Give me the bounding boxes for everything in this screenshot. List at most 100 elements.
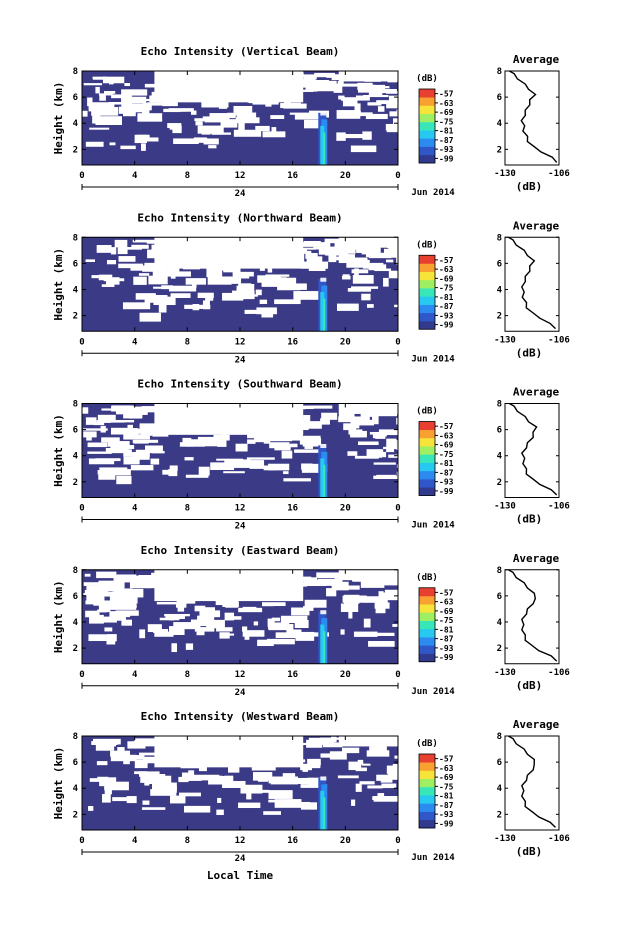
no-echo-block: [86, 593, 105, 602]
no-echo-block: [208, 145, 217, 149]
date-label: 24: [235, 355, 246, 365]
no-echo-block: [363, 618, 371, 628]
no-echo-block: [120, 575, 147, 582]
no-echo-block: [172, 123, 178, 132]
no-echo-block: [317, 578, 343, 586]
colorbar-tick-label: -57: [439, 755, 454, 764]
average-y-tick-label: 4: [497, 452, 503, 462]
no-echo-block: [324, 238, 341, 244]
no-echo-block: [101, 284, 115, 287]
no-echo-block: [268, 790, 293, 799]
x-tick-label: 0: [395, 836, 400, 846]
no-echo-block: [384, 589, 398, 595]
no-echo-block: [134, 738, 159, 747]
no-echo-block: [169, 626, 185, 635]
no-echo-block: [247, 439, 256, 444]
average-y-tick-label: 2: [497, 810, 502, 820]
no-echo-block: [365, 113, 388, 120]
no-echo-block: [106, 588, 133, 592]
no-echo-block: [83, 431, 97, 438]
colorbar-swatch: [419, 446, 435, 455]
no-echo-block: [142, 800, 150, 805]
no-echo-block: [169, 615, 175, 621]
no-echo-block: [145, 445, 163, 454]
colorbar-swatch: [419, 304, 435, 314]
no-echo-block: [253, 621, 259, 626]
no-echo-block: [151, 450, 165, 454]
no-echo-block: [387, 770, 398, 777]
no-echo-block: [373, 796, 398, 802]
rain-streak-top: [320, 776, 327, 781]
colorbar-tick-label: -87: [439, 136, 454, 145]
x-tick-label: 12: [235, 171, 246, 181]
no-echo-block: [336, 110, 361, 119]
no-echo-block: [379, 592, 398, 601]
no-echo-block: [347, 451, 358, 456]
colorbar-tick-label: -87: [439, 635, 454, 644]
no-echo-block: [242, 630, 265, 637]
no-echo-block: [207, 276, 232, 285]
no-echo-block: [348, 761, 362, 771]
colorbar-tick-label: -75: [439, 117, 454, 126]
average-profile: Average 2 4 6 8 -130 -106 (dB): [494, 219, 570, 359]
no-echo-block: [158, 304, 167, 313]
no-echo-block: [388, 247, 398, 251]
no-echo-block: [385, 259, 394, 263]
no-echo-block: [304, 632, 330, 637]
y-tick-label: 4: [73, 452, 79, 462]
no-echo-block: [368, 264, 387, 271]
no-echo-block: [351, 269, 369, 274]
x-tick-label: 0: [79, 836, 84, 846]
no-echo-block: [118, 256, 136, 262]
average-frame: [504, 403, 560, 498]
no-echo-block: [100, 616, 126, 621]
average-x-tick-label: -130: [494, 335, 516, 345]
no-echo-block: [386, 91, 398, 94]
no-echo-block: [151, 91, 157, 100]
panel-title: Echo Intensity (Vertical Beam): [141, 45, 340, 58]
colorbar-tick-label: -99: [439, 487, 454, 496]
y-tick-label: 6: [73, 426, 78, 436]
colorbar-tick-label: -57: [439, 422, 454, 431]
no-echo-block: [361, 763, 371, 766]
y-tick-label: 4: [73, 784, 79, 794]
no-echo-block: [240, 784, 263, 794]
no-echo-block: [204, 119, 229, 123]
no-echo-block: [97, 592, 118, 597]
no-echo-block: [127, 424, 133, 432]
no-echo-block: [110, 247, 117, 255]
average-x-tick-label: -106: [548, 335, 570, 345]
colorbar-tick-label: -57: [439, 588, 454, 597]
average-y-tick-label: 8: [497, 67, 502, 77]
no-echo-block: [345, 585, 360, 590]
no-echo-block: [350, 421, 374, 426]
no-echo-block: [93, 422, 105, 426]
no-echo-block: [134, 759, 148, 769]
no-echo-block: [338, 95, 345, 100]
no-echo-block: [101, 437, 120, 443]
no-echo-block: [225, 633, 235, 636]
no-echo-block: [93, 738, 121, 745]
no-echo-block: [88, 806, 94, 811]
no-echo-block: [154, 736, 304, 768]
colorbar-swatch: [419, 595, 435, 605]
colorbar-tick-label: -99: [439, 653, 454, 662]
colorbar-swatch: [419, 604, 435, 613]
no-echo-block: [342, 100, 358, 107]
x-tick-label: 20: [340, 171, 351, 181]
x-tick-label: 8: [185, 504, 190, 514]
no-echo-block: [388, 270, 398, 279]
no-echo-block: [194, 605, 206, 612]
no-echo-block: [320, 753, 331, 758]
no-echo-block: [302, 242, 331, 247]
no-echo-block: [294, 283, 307, 290]
no-echo-block: [154, 71, 304, 103]
no-echo-block: [147, 771, 160, 781]
colorbar-tick-label: -87: [439, 801, 454, 810]
no-echo-block: [115, 428, 137, 433]
colorbar-swatch: [419, 587, 435, 597]
no-echo-block: [378, 429, 398, 436]
y-tick-label: 2: [73, 312, 78, 322]
no-echo-block: [242, 626, 248, 632]
no-echo-block: [361, 293, 371, 301]
